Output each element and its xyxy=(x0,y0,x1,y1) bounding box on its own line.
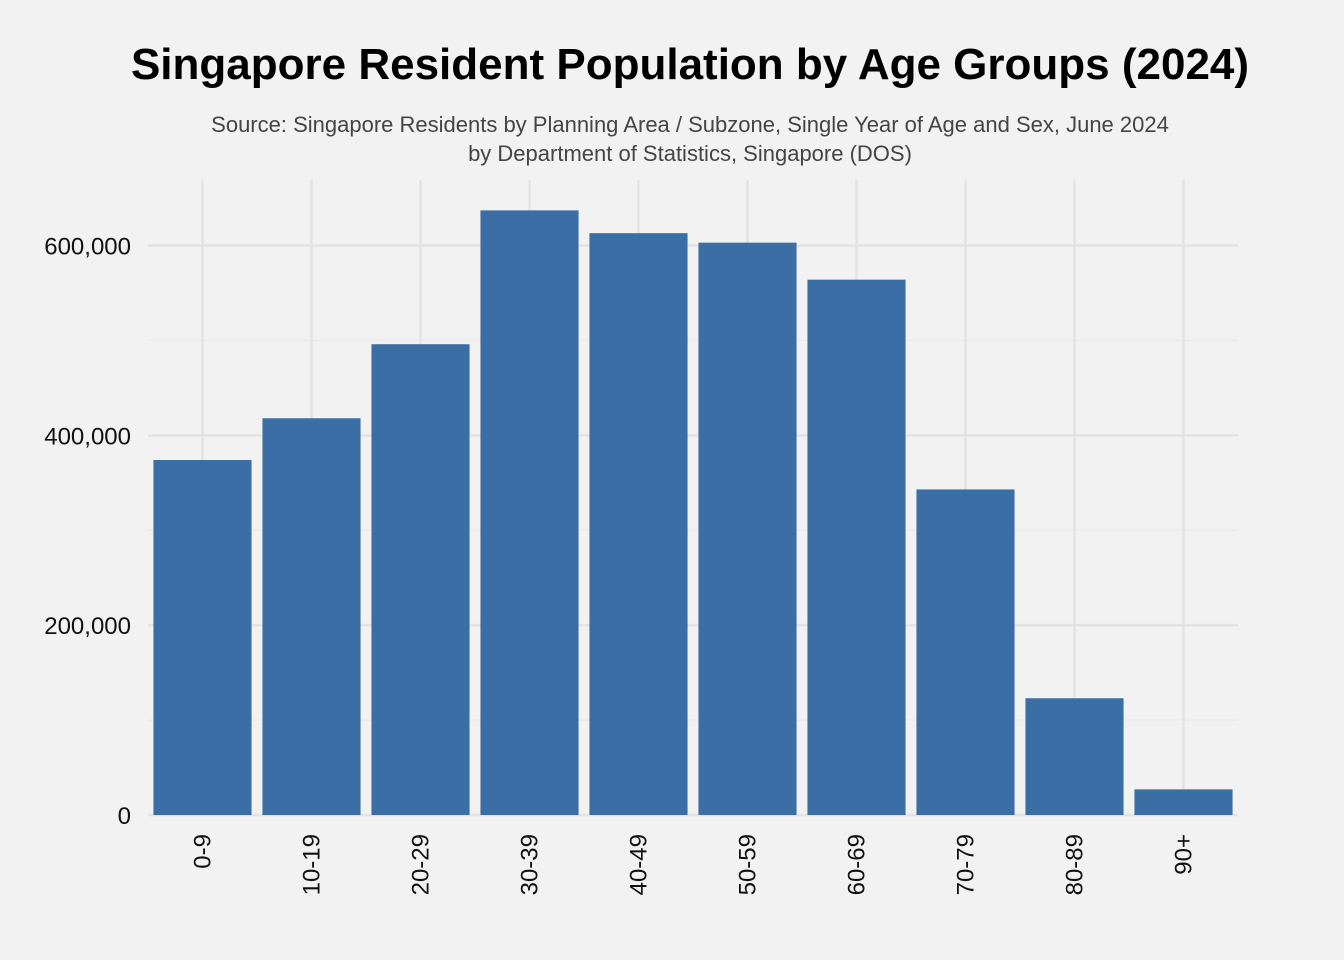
y-tick-label: 200,000 xyxy=(44,613,131,640)
bar-0-9 xyxy=(153,460,252,815)
x-tick-label: 30-39 xyxy=(517,834,544,895)
bar-30-39 xyxy=(480,210,579,815)
chart-subtitle: Source: Singapore Residents by Planning … xyxy=(0,110,1344,168)
bar-90+ xyxy=(1134,789,1233,815)
bar-60-69 xyxy=(807,279,906,815)
bar-80-89 xyxy=(1025,698,1124,815)
x-tick-label: 80-89 xyxy=(1062,834,1089,895)
x-axis-tick-labels: 0-9 10-19 20-29 30-39 40-49 50-59 60-69 70-79 80… xyxy=(190,834,1198,895)
bar-70-79 xyxy=(916,489,1015,815)
chart-subtitle-line-2: by Department of Statistics, Singapore (… xyxy=(468,141,912,166)
y-axis-tick-labels: 0 200,000 400,000 600,000 xyxy=(44,234,131,831)
chart-title: Singapore Resident Population by Age Gro… xyxy=(130,40,1250,89)
x-tick-label: 20-29 xyxy=(408,834,435,895)
chart-subtitle-line-1: Source: Singapore Residents by Planning … xyxy=(211,112,1169,137)
bar-series xyxy=(153,210,1233,816)
y-tick-label: 600,000 xyxy=(44,234,131,261)
bar-20-29 xyxy=(371,344,470,815)
x-tick-label: 50-59 xyxy=(735,834,762,895)
y-tick-label: 0 xyxy=(118,803,131,830)
x-tick-label: 60-69 xyxy=(844,834,871,895)
x-tick-label: 10-19 xyxy=(299,834,326,895)
x-tick-label: 90+ xyxy=(1171,834,1198,875)
x-tick-label: 0-9 xyxy=(190,834,217,869)
bar-40-49 xyxy=(589,233,688,815)
bar-10-19 xyxy=(262,418,361,815)
x-tick-label: 40-49 xyxy=(626,834,653,895)
y-tick-label: 400,000 xyxy=(44,423,131,450)
x-tick-label: 70-79 xyxy=(953,834,980,895)
bar-50-59 xyxy=(698,242,797,816)
